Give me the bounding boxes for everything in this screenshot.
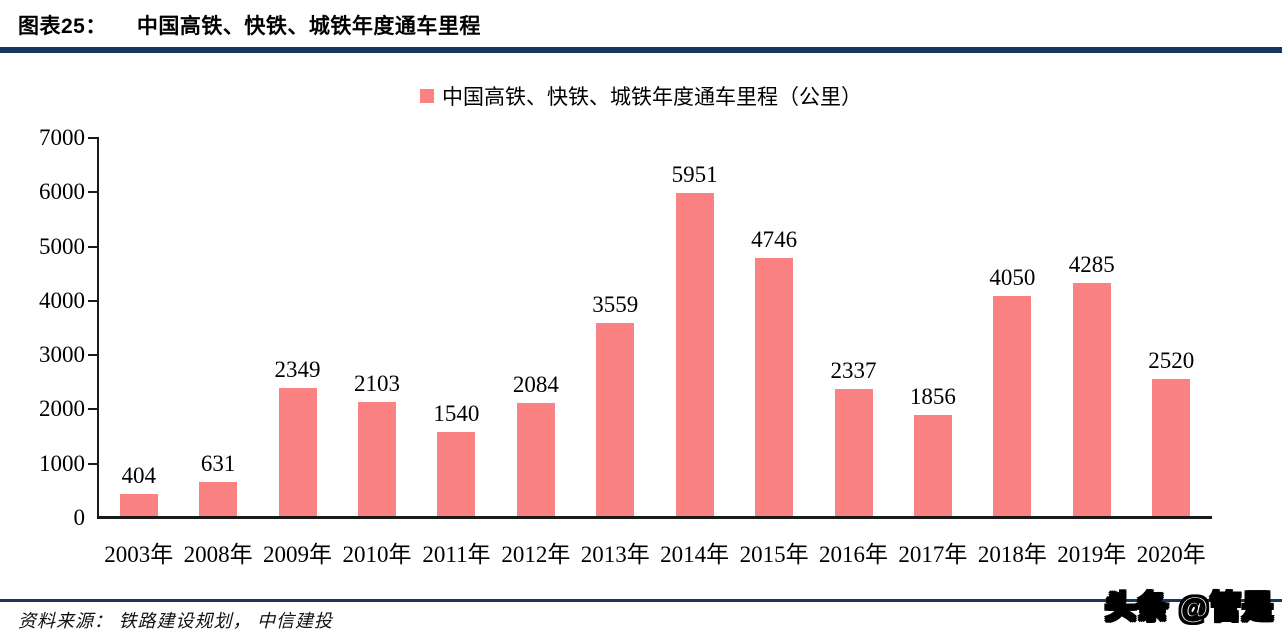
x-tick-label: 2014年: [660, 542, 730, 567]
bar-column: 4285: [1052, 138, 1131, 516]
y-tick-mark: [88, 191, 97, 194]
bar-column: 1540: [417, 138, 496, 516]
x-tick-label: 2016年: [819, 542, 888, 567]
bar-column: 2337: [814, 138, 893, 516]
y-tick-mark: [88, 245, 97, 248]
source-rule: [0, 599, 1282, 602]
x-tick-label: 2020年: [1136, 542, 1206, 567]
bar-column: 2349: [258, 138, 337, 516]
x-tick-label: 2019年: [1057, 542, 1127, 567]
bar-column: 2084: [496, 138, 575, 516]
chart-legend: 中国高铁、快铁、城铁年度通车里程（公里）: [0, 81, 1282, 111]
bar-column: 4746: [734, 138, 813, 516]
bar-value-label: 4746: [751, 227, 798, 252]
title-rule: [0, 47, 1282, 53]
bar-column: 2103: [337, 138, 416, 516]
bar-column: 3559: [576, 138, 655, 516]
bar-2003年: [119, 494, 158, 516]
x-tick-label: 2015年: [739, 542, 809, 567]
y-tick-mark: [88, 462, 97, 465]
source-note: 资料来源： 铁路建设规划， 中信建投: [18, 611, 333, 631]
bar-2011年: [437, 432, 476, 516]
bar-column: 4050: [973, 138, 1052, 516]
bar-value-label: 2337: [830, 358, 877, 383]
y-tick-mark: [88, 299, 97, 302]
bar-2012年: [516, 403, 555, 516]
y-tick-label: 1000: [39, 450, 85, 476]
y-tick-mark: [88, 137, 97, 139]
x-tick-label: 2003年: [104, 542, 174, 567]
y-tick-label: 6000: [39, 179, 85, 205]
bar-value-label: 404: [121, 463, 156, 488]
bar-2019年: [1072, 283, 1111, 516]
y-tick-label: 3000: [39, 342, 85, 368]
bar-2015年: [755, 258, 794, 516]
bar-column: 5951: [655, 138, 734, 516]
x-tick-label: 2011年: [422, 542, 491, 567]
bar-value-label: 4285: [1068, 252, 1115, 277]
figure-number: 图表25：: [18, 15, 107, 38]
bar-2014年: [675, 193, 714, 516]
bar-value-label: 3559: [592, 292, 639, 317]
bar-column: 2520: [1131, 138, 1210, 516]
bar-value-label: 5951: [671, 162, 718, 187]
legend-label: 中国高铁、快铁、城铁年度通车里程（公里）: [442, 85, 862, 109]
legend-marker-icon: [420, 89, 434, 103]
x-axis-line: [97, 516, 1212, 519]
figure-header: 图表25： 中国高铁、快铁、城铁年度通车里程: [18, 10, 481, 40]
x-tick-label: 2009年: [263, 542, 333, 567]
bar-column: 1856: [893, 138, 972, 516]
bar-2016年: [834, 389, 873, 516]
x-tick-label: 2017年: [898, 542, 968, 567]
y-tick-label: 0: [73, 505, 86, 530]
bar-value-label: 4050: [989, 265, 1036, 290]
y-tick-label: 2000: [39, 396, 85, 422]
bar-value-label: 2103: [353, 371, 400, 396]
x-tick-label: 2018年: [977, 542, 1047, 567]
watermark: 头条 @管是: [1104, 589, 1274, 626]
x-tick-label: 2012年: [501, 542, 571, 567]
x-axis-labels: 2003年 2008年 2009年 2010年 2011年 2012年 2013年 2014年…: [99, 535, 1211, 569]
bar-2010年: [357, 402, 396, 516]
bar-2009年: [278, 388, 317, 516]
bar-2008年: [199, 482, 238, 516]
y-tick-mark: [88, 408, 97, 411]
y-tick-label: 7000: [39, 125, 85, 150]
y-tick-label: 4000: [39, 287, 85, 313]
plot-area: 404 631 2349 2103 1540 2084 3559 5951 4746 2337 18…: [99, 138, 1211, 516]
bar-value-label: 2084: [512, 372, 559, 397]
bar-column: 631: [178, 138, 257, 516]
x-tick-label: 2008年: [183, 542, 253, 567]
y-tick-mark: [88, 354, 97, 357]
bar-value-label: 631: [200, 451, 236, 476]
bar-2020年: [1152, 379, 1191, 516]
x-tick-label: 2013年: [580, 542, 650, 567]
bar-2018年: [993, 296, 1032, 516]
bar-2017年: [913, 415, 952, 516]
bar-2013年: [596, 323, 635, 516]
bar-value-label: 2520: [1148, 348, 1195, 373]
bar-value-label: 1856: [909, 384, 956, 409]
bar-column: 404: [99, 138, 178, 516]
bar-value-label: 2349: [274, 357, 321, 382]
y-axis-line: [97, 137, 99, 519]
figure-title: 中国高铁、快铁、城铁年度通车里程: [136, 15, 481, 38]
y-tick-label: 5000: [39, 233, 85, 259]
x-tick-label: 2010年: [342, 542, 412, 567]
bar-value-label: 1540: [433, 401, 480, 426]
